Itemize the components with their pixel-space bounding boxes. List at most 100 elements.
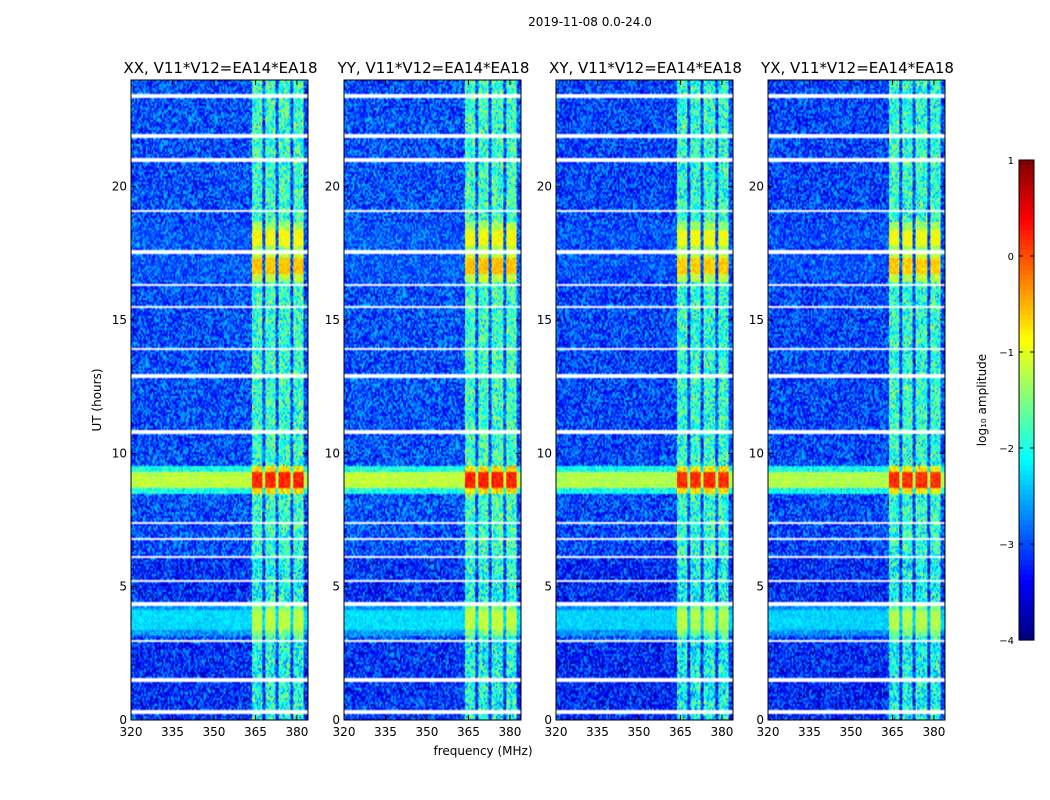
x-tick-label: 320 <box>757 725 780 739</box>
colorbar-segment <box>1019 385 1034 391</box>
colorbar-frame <box>1018 159 1035 641</box>
y-tick-label: 10 <box>749 446 764 460</box>
colorbar-segment <box>1019 580 1034 586</box>
colorbar-segment <box>1019 260 1034 266</box>
colorbar-segment <box>1019 505 1034 511</box>
y-tick-label: 0 <box>756 713 764 727</box>
x-tick-label: 365 <box>457 725 480 739</box>
colorbar-tick-label: −2 <box>999 444 1014 455</box>
x-tick-label: 380 <box>285 725 308 739</box>
colorbar-segment <box>1019 545 1034 551</box>
x-tick-label: 335 <box>586 725 609 739</box>
x-tick-label: 365 <box>244 725 267 739</box>
y-tick-label: 0 <box>332 713 340 727</box>
colorbar-segment <box>1019 315 1034 321</box>
x-tick-label: 320 <box>120 725 143 739</box>
colorbar-segment <box>1019 335 1034 341</box>
colorbar-segment <box>1019 445 1034 451</box>
colorbar-segment <box>1019 255 1034 261</box>
x-axis-label: frequency (MHz) <box>433 744 532 758</box>
colorbar-tick-label: 0 <box>1008 252 1014 263</box>
colorbar-segment <box>1019 275 1034 281</box>
colorbar-segment <box>1019 450 1034 456</box>
colorbar-segment <box>1019 320 1034 326</box>
colorbar-segment <box>1019 185 1034 191</box>
y-tick-label: 5 <box>119 580 127 594</box>
colorbar-segment <box>1019 220 1034 226</box>
colorbar-segment <box>1019 600 1034 606</box>
x-tick-label: 320 <box>545 725 568 739</box>
colorbar-segment <box>1019 540 1034 546</box>
colorbar-tick-label: −3 <box>999 540 1014 551</box>
y-tick-label: 20 <box>325 180 340 194</box>
colorbar-segment <box>1019 565 1034 571</box>
colorbar-segment <box>1019 625 1034 631</box>
colorbar-segment <box>1019 575 1034 581</box>
colorbar-segment <box>1019 345 1034 351</box>
colorbar-segment <box>1019 245 1034 251</box>
colorbar-segment <box>1019 480 1034 486</box>
colorbar-segment <box>1019 520 1034 526</box>
colorbar-segment <box>1019 590 1034 596</box>
y-tick-label: 0 <box>119 713 127 727</box>
colorbar-segment <box>1019 430 1034 436</box>
heatmap-image <box>131 80 308 720</box>
colorbar-segment <box>1019 595 1034 601</box>
colorbar-segment <box>1019 550 1034 556</box>
colorbar-segment <box>1019 470 1034 476</box>
colorbar-segment <box>1019 455 1034 461</box>
colorbar-segment <box>1019 435 1034 441</box>
colorbar-segment <box>1019 360 1034 366</box>
colorbar-segment <box>1019 310 1034 316</box>
x-tick-label: 350 <box>840 725 863 739</box>
colorbar-segment <box>1019 285 1034 291</box>
panel-2: YY, V11*V12=EA14*EA18 320 335 350 365 380 0 5 10… <box>325 59 530 739</box>
colorbar-segment <box>1019 175 1034 181</box>
colorbar-segment <box>1019 615 1034 621</box>
colorbar-segment <box>1019 270 1034 276</box>
colorbar-segment <box>1019 585 1034 591</box>
x-tick-label: 380 <box>498 725 521 739</box>
colorbar-segment <box>1019 425 1034 431</box>
colorbar-segment <box>1019 280 1034 286</box>
colorbar-segment <box>1019 170 1034 176</box>
x-tick-label: 380 <box>922 725 945 739</box>
colorbar-segment <box>1019 570 1034 576</box>
colorbar-segment <box>1019 190 1034 196</box>
colorbar-segment <box>1019 460 1034 466</box>
colorbar-segment <box>1019 475 1034 481</box>
colorbar-segment <box>1019 420 1034 426</box>
y-tick-label: 15 <box>537 313 552 327</box>
colorbar-tick-label: 1 <box>1008 156 1014 167</box>
x-tick-label: 350 <box>416 725 439 739</box>
colorbar-segment <box>1019 330 1034 336</box>
colorbar-segment <box>1019 370 1034 376</box>
colorbar-segment <box>1019 225 1034 231</box>
y-tick-label: 20 <box>537 180 552 194</box>
y-tick-label: 5 <box>332 580 340 594</box>
y-tick-label: 10 <box>325 446 340 460</box>
y-tick-label: 10 <box>537 446 552 460</box>
panel-title: YX, V11*V12=EA14*EA18 <box>760 59 954 77</box>
y-tick-label: 15 <box>112 313 127 327</box>
colorbar-segment <box>1019 300 1034 306</box>
heatmap-image <box>344 80 521 720</box>
x-tick-label: 380 <box>710 725 733 739</box>
y-tick-label: 15 <box>749 313 764 327</box>
colorbar: 1 0 −1 −2 −3 −4 <box>999 156 1035 647</box>
colorbar-segment <box>1019 210 1034 216</box>
x-tick-label: 350 <box>628 725 651 739</box>
colorbar-segment <box>1019 205 1034 211</box>
colorbar-tick-label: −1 <box>999 348 1014 359</box>
colorbar-segment <box>1019 305 1034 311</box>
colorbar-segment <box>1019 235 1034 241</box>
panel-frame <box>130 79 309 721</box>
colorbar-segment <box>1019 525 1034 531</box>
colorbar-segment <box>1019 635 1034 641</box>
colorbar-segment <box>1019 200 1034 206</box>
colorbar-segment <box>1019 160 1034 166</box>
colorbar-segment <box>1019 465 1034 471</box>
colorbar-segment <box>1019 380 1034 386</box>
x-tick-label: 365 <box>669 725 692 739</box>
panel-frame <box>767 79 946 721</box>
